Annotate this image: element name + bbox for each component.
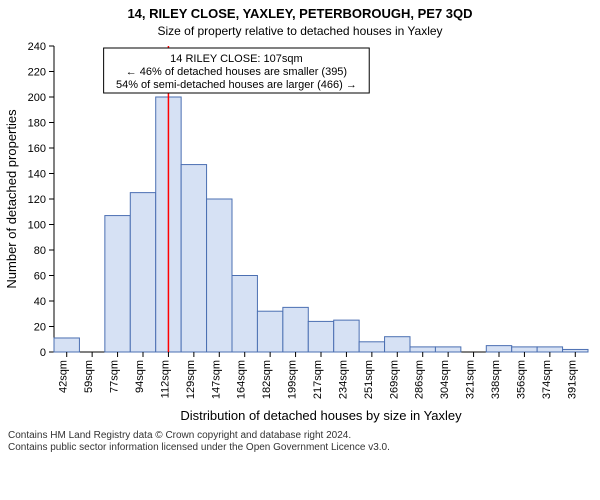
footer-line-2: Contains public sector information licen… [8, 442, 592, 455]
y-tick-label: 60 [34, 270, 46, 282]
histogram-bar [359, 342, 384, 352]
y-tick-label: 180 [28, 117, 46, 129]
x-tick-label: 356sqm [515, 360, 527, 399]
y-tick-label: 160 [28, 143, 46, 155]
x-tick-label: 129sqm [185, 360, 197, 399]
histogram-bar [435, 347, 460, 352]
annotation-line: 14 RILEY CLOSE: 107sqm [170, 53, 302, 65]
page-title: 14, RILEY CLOSE, YAXLEY, PETERBOROUGH, P… [0, 6, 600, 22]
footer: Contains HM Land Registry data © Crown c… [0, 426, 600, 455]
y-tick-label: 240 [28, 41, 46, 53]
x-tick-label: 112sqm [159, 360, 171, 398]
y-tick-label: 140 [28, 168, 46, 180]
histogram-bar [512, 347, 537, 352]
x-tick-label: 251sqm [363, 360, 375, 399]
x-tick-label: 59sqm [83, 360, 95, 393]
x-tick-label: 374sqm [541, 360, 553, 399]
annotation-line: ← 46% of detached houses are smaller (39… [126, 66, 347, 78]
x-tick-label: 164sqm [236, 360, 248, 399]
x-tick-label: 182sqm [261, 360, 273, 399]
x-tick-label: 321sqm [465, 360, 477, 399]
histogram-bar [410, 347, 435, 352]
y-tick-label: 0 [40, 347, 46, 359]
x-tick-label: 94sqm [134, 360, 146, 393]
y-axis-label: Number of detached properties [4, 109, 19, 289]
page-subtitle: Size of property relative to detached ho… [0, 24, 600, 38]
annotation-line: 54% of semi-detached houses are larger (… [116, 79, 357, 91]
x-tick-label: 77sqm [109, 360, 121, 393]
histogram-bar [283, 307, 308, 352]
histogram-bar [308, 321, 333, 352]
x-tick-label: 304sqm [439, 360, 451, 399]
histogram-bar [54, 338, 79, 352]
x-axis-label: Distribution of detached houses by size … [180, 408, 462, 423]
y-tick-label: 200 [28, 92, 46, 104]
x-tick-label: 269sqm [388, 360, 400, 399]
x-tick-label: 147sqm [210, 360, 222, 399]
y-tick-label: 100 [28, 219, 46, 231]
histogram-bar [385, 337, 410, 352]
histogram-bar [232, 275, 257, 352]
histogram-bar [486, 346, 511, 352]
histogram-bar [181, 165, 206, 352]
histogram-bar [207, 199, 232, 352]
histogram-chart: 0 20 40 60 80 100 120 140 160 180 200 220 240 42sqm 59… [0, 38, 600, 426]
chart-container: 0 20 40 60 80 100 120 140 160 180 200 220 240 42sqm 59… [0, 38, 600, 426]
histogram-bar [105, 216, 130, 352]
histogram-bar [130, 193, 155, 352]
y-tick-label: 120 [28, 194, 46, 206]
x-tick-label: 234sqm [337, 360, 349, 399]
x-tick-label: 338sqm [490, 360, 502, 399]
y-tick-label: 40 [34, 296, 46, 308]
x-tick-label: 391sqm [566, 360, 578, 399]
histogram-bar [563, 349, 588, 352]
histogram-bar [257, 311, 282, 352]
y-tick-label: 220 [28, 66, 46, 78]
x-tick-label: 286sqm [414, 360, 426, 399]
x-tick-label: 217sqm [312, 360, 324, 399]
histogram-bar [537, 347, 562, 352]
x-tick-label: 199sqm [287, 360, 299, 399]
histogram-bar [334, 320, 359, 352]
x-tick-label: 42sqm [58, 360, 70, 393]
footer-line-1: Contains HM Land Registry data © Crown c… [8, 430, 592, 443]
y-tick-label: 20 [34, 321, 46, 333]
y-tick-label: 80 [34, 245, 46, 257]
